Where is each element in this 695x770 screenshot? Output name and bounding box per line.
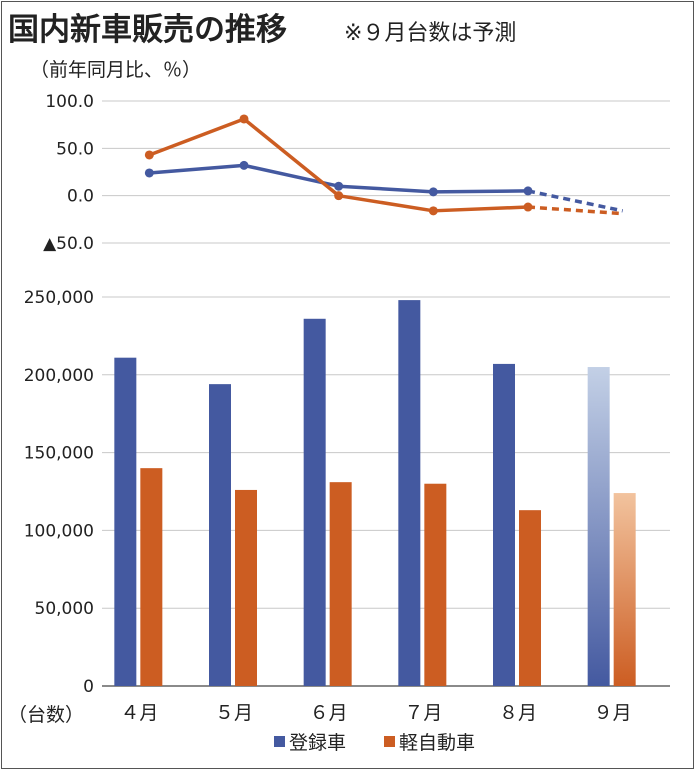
category-label: ５月 xyxy=(215,702,253,724)
category-label: ８月 xyxy=(499,702,537,724)
line-point xyxy=(144,150,154,160)
bar-chart-grid: 0 50,000 100,000 150,000 200,000 250,000 xyxy=(24,288,670,697)
line-point xyxy=(428,187,438,197)
bar-registered xyxy=(587,367,610,686)
bar-unit-label: （台数） xyxy=(8,704,84,726)
bar-kei xyxy=(613,493,636,686)
line-ytick-label: ▲50.0 xyxy=(43,234,94,254)
line-chart-grid: 100.0 50.0 0.0 ▲50.0 xyxy=(43,92,670,254)
line-unit-label: （前年同月比、％） xyxy=(30,59,201,81)
bar-registered xyxy=(303,318,326,686)
bar-kei xyxy=(424,483,447,686)
bar-kei xyxy=(519,510,541,686)
bar-registered xyxy=(398,300,421,686)
category-label: ６月 xyxy=(310,702,348,724)
line-point xyxy=(144,168,154,178)
chart-title: 国内新車販売の推移 xyxy=(8,12,287,48)
line-forecast-segment xyxy=(527,189,624,213)
bar-registered xyxy=(493,363,515,686)
bar-kei xyxy=(329,482,352,686)
line-ytick-label: 0.0 xyxy=(67,187,94,207)
line-point xyxy=(428,206,438,216)
legend: 登録車 軽自動車 xyxy=(274,732,475,754)
bar-ytick-label: 150,000 xyxy=(24,444,94,464)
bar-kei xyxy=(235,489,257,686)
line-point xyxy=(523,202,533,212)
line-point xyxy=(523,186,533,196)
bar-ytick-label: 200,000 xyxy=(24,366,94,386)
line-ytick-label: 100.0 xyxy=(45,92,94,112)
forecast-note: ※９月台数は予測 xyxy=(344,21,516,46)
legend-label-kei: 軽自動車 xyxy=(399,732,475,754)
category-label: ９月 xyxy=(594,702,632,724)
line-forecast-segment xyxy=(527,205,623,216)
category-axis: ４月 ５月 ６月 ７月 ８月 ９月 xyxy=(120,702,631,724)
bar-registered xyxy=(114,357,137,686)
line-point xyxy=(334,191,344,201)
legend-swatch-registered xyxy=(274,736,285,747)
bar-ytick-label: 0 xyxy=(83,677,94,697)
bar-kei xyxy=(140,468,163,686)
line-ytick-label: 50.0 xyxy=(56,139,94,159)
line-chart-series xyxy=(144,114,624,216)
bar-ytick-label: 50,000 xyxy=(35,599,94,619)
bar-ytick-label: 250,000 xyxy=(24,288,94,308)
category-label: ４月 xyxy=(120,702,158,724)
line-point xyxy=(239,160,249,170)
bar-registered xyxy=(209,384,231,686)
category-label: ７月 xyxy=(404,702,442,724)
line-point xyxy=(334,181,344,191)
legend-label-registered: 登録車 xyxy=(289,732,346,754)
bar-ytick-label: 100,000 xyxy=(24,521,94,541)
line-point xyxy=(239,114,249,124)
bar-chart-bars xyxy=(114,300,636,686)
legend-swatch-kei xyxy=(384,736,395,747)
